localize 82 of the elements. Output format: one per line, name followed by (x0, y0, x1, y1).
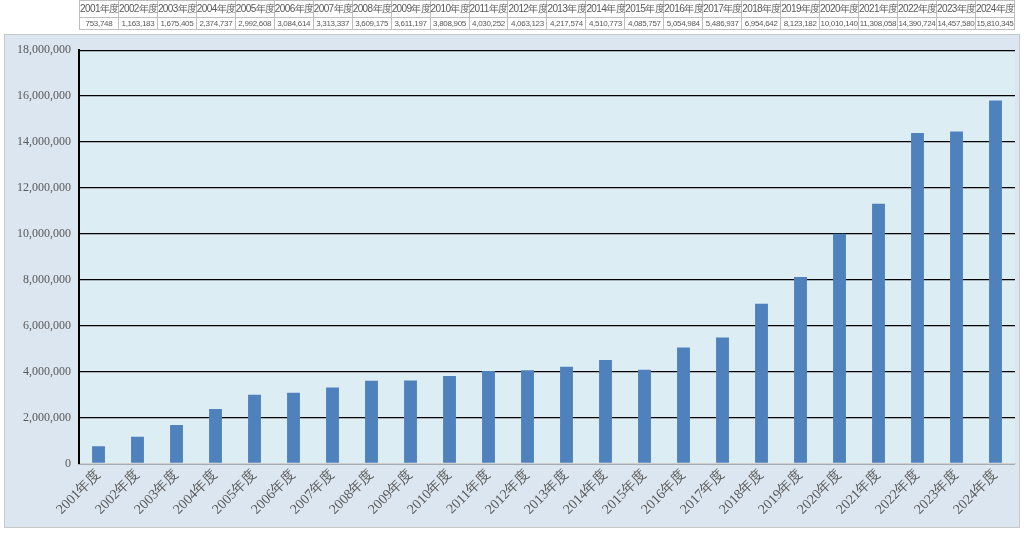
category-label: 2013年度 (547, 3, 587, 14)
data-label: 4,063,123 (507, 17, 547, 30)
category-label: 2003年度 (157, 3, 197, 14)
data-label: 14,457,580 (936, 17, 976, 30)
bar (833, 233, 846, 463)
bar (287, 392, 300, 463)
bar (404, 380, 417, 463)
category-label: 2015年度 (625, 3, 664, 14)
category-label: 2011年度 (469, 3, 508, 14)
category-label: 2019年度 (781, 3, 820, 14)
bar (248, 394, 261, 463)
bar (677, 347, 690, 463)
bar (950, 131, 963, 463)
y-tick-label: 18,000,000 (17, 42, 71, 57)
data-label: 2,992,608 (235, 17, 275, 30)
data-label: 6,954,642 (741, 17, 781, 30)
data-label: 1,675,405 (157, 17, 197, 30)
category-label: 2018年度 (742, 3, 781, 14)
data-label: 4,510,773 (585, 17, 625, 30)
y-tick-label: 0 (65, 455, 71, 470)
data-label: 3,609,175 (352, 17, 392, 30)
data-label: 3,313,337 (313, 17, 353, 30)
data-label: 11,308,058 (858, 17, 898, 30)
category-label: 2009年度 (391, 3, 431, 14)
category-label: 2002年度 (118, 3, 158, 14)
y-tick-label: 16,000,000 (17, 88, 71, 103)
category-label: 2008年度 (352, 3, 392, 14)
category-label: 2004年度 (196, 3, 236, 14)
y-tick-label: 10,000,000 (17, 226, 71, 241)
data-label: 15,810,345 (975, 17, 1015, 30)
y-tick-label: 12,000,000 (17, 180, 71, 195)
category-label: 2014年度 (586, 3, 626, 14)
y-tick-label: 4,000,000 (23, 363, 71, 378)
data-label: 8,123,182 (780, 17, 820, 30)
data-label: 4,085,757 (624, 17, 664, 30)
data-label: 5,486,937 (702, 17, 742, 30)
y-tick-label: 14,000,000 (17, 134, 71, 149)
category-label: 2020年度 (820, 3, 859, 14)
y-tick-label: 2,000,000 (23, 409, 71, 424)
bar (170, 425, 183, 463)
bar (872, 203, 885, 463)
y-tick-label: 8,000,000 (23, 271, 71, 286)
data-label: 14,390,724 (897, 17, 937, 30)
data-label: 4,217,574 (546, 17, 586, 30)
y-tick-label: 6,000,000 (23, 317, 71, 332)
data-label: 10,010,140 (819, 17, 859, 30)
bar (443, 376, 456, 463)
data-label: 3,808,905 (430, 17, 470, 30)
data-label: 5,054,984 (663, 17, 703, 30)
bar (521, 370, 534, 463)
category-label: 2016年度 (664, 3, 703, 14)
category-label: 2007年度 (313, 3, 353, 14)
bar (638, 369, 651, 463)
bar (599, 359, 612, 463)
category-label: 2024年度 (975, 3, 1015, 14)
bar (560, 366, 573, 463)
category-label: 2021年度 (859, 3, 898, 14)
bar (911, 133, 924, 463)
category-label: 2001年度 (80, 3, 119, 14)
data-label: 4,030,252 (469, 17, 508, 30)
category-label: 2022年度 (898, 3, 937, 14)
category-label: 2005年度 (235, 3, 275, 14)
bar (209, 408, 222, 463)
bar (794, 277, 807, 463)
bar (131, 436, 144, 463)
data-label: 3,084,614 (274, 17, 314, 30)
category-label: 2006年度 (274, 3, 314, 14)
bar (482, 370, 495, 463)
bar (326, 387, 339, 463)
bar (92, 446, 105, 463)
bar (716, 337, 729, 463)
category-label: 2017年度 (703, 3, 742, 14)
category-label: 2023年度 (936, 3, 976, 14)
category-label: 2010年度 (430, 3, 470, 14)
category-label: 2012年度 (508, 3, 548, 14)
bar (365, 380, 378, 463)
bar (755, 303, 768, 463)
data-label: 1,163,183 (118, 17, 158, 30)
bar (989, 100, 1002, 463)
data-label: 3,611,197 (391, 17, 431, 30)
data-label: 753,748 (79, 17, 119, 30)
data-label: 2,374,737 (196, 17, 236, 30)
